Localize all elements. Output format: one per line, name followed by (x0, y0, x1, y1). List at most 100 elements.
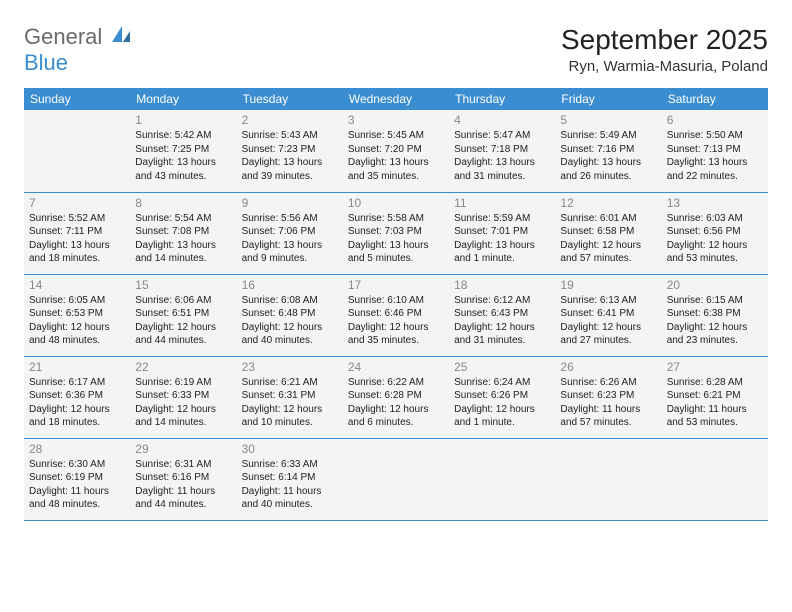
day-number: 16 (242, 278, 338, 292)
day-info: Sunrise: 6:10 AMSunset: 6:46 PMDaylight:… (348, 294, 444, 348)
day-number: 23 (242, 360, 338, 374)
calendar-body: 1 Sunrise: 5:42 AMSunset: 7:25 PMDaylight… (24, 110, 768, 520)
calendar-day-cell: 14Sunrise: 6:05 AMSunset: 6:53 PMDayligh… (24, 274, 130, 356)
day-info: Sunrise: 6:06 AMSunset: 6:51 PMDaylight:… (135, 294, 231, 348)
day-number: 17 (348, 278, 444, 292)
calendar-table: SundayMondayTuesdayWednesdayThursdayFrid… (24, 88, 768, 521)
calendar-week-row: 7Sunrise: 5:52 AMSunset: 7:11 PMDaylight… (24, 192, 768, 274)
day-info: Sunrise: 5:49 AMSunset: 7:16 PMDaylight:… (560, 129, 656, 183)
calendar-day-cell: 29Sunrise: 6:31 AMSunset: 6:16 PMDayligh… (130, 438, 236, 520)
day-info: Sunrise: 6:13 AMSunset: 6:41 PMDaylight:… (560, 294, 656, 348)
weekday-header: Monday (130, 88, 236, 110)
page-title: September 2025 (561, 24, 768, 56)
day-info: Sunrise: 5:54 AMSunset: 7:08 PMDaylight:… (135, 212, 231, 266)
day-info: Sunrise: 6:17 AMSunset: 6:36 PMDaylight:… (29, 376, 125, 430)
day-info: Sunrise: 5:56 AMSunset: 7:06 PMDaylight:… (242, 212, 338, 266)
calendar-day-cell: 16 Sunrise: 6:08 AMSunset: 6:48 PMDayligh… (237, 274, 343, 356)
day-info: Sunrise: 5:42 AMSunset: 7:25 PMDaylight:… (135, 129, 231, 183)
logo-sail-icon (110, 24, 132, 49)
calendar-day-cell: 6 Sunrise: 5:50 AMSunset: 7:13 PMDaylight… (662, 110, 768, 192)
day-info: Sunrise: 5:50 AMSunset: 7:13 PMDaylight:… (667, 129, 763, 183)
day-number: 15 (135, 278, 231, 292)
day-number: 26 (560, 360, 656, 374)
day-number: 20 (667, 278, 763, 292)
calendar-day-cell: 22 Sunrise: 6:19 AMSunset: 6:33 PMDayligh… (130, 356, 236, 438)
day-number: 18 (454, 278, 550, 292)
day-info: Sunrise: 5:43 AMSunset: 7:23 PMDaylight:… (242, 129, 338, 183)
calendar-empty-cell (449, 438, 555, 520)
calendar-week-row: 21 Sunrise: 6:17 AMSunset: 6:36 PMDayligh… (24, 356, 768, 438)
day-info: Sunrise: 6:28 AMSunset: 6:21 PMDaylight:… (667, 376, 763, 430)
calendar-day-cell: 24Sunrise: 6:22 AMSunset: 6:28 PMDayligh… (343, 356, 449, 438)
calendar-week-row: 28 Sunrise: 6:30 AMSunset: 6:19 PMDayligh… (24, 438, 768, 520)
day-number: 27 (667, 360, 763, 374)
title-block: September 2025 Ryn, Warmia-Masuria, Pola… (561, 24, 768, 75)
calendar-day-cell: 10 Sunrise: 5:58 AMSunset: 7:03 PMDayligh… (343, 192, 449, 274)
day-number: 14 (29, 278, 125, 292)
calendar-day-cell: 23 Sunrise: 6:21 AMSunset: 6:31 PMDayligh… (237, 356, 343, 438)
location: Ryn, Warmia-Masuria, Poland (561, 58, 768, 75)
day-info: Sunrise: 6:33 AMSunset: 6:14 PMDaylight:… (242, 458, 338, 512)
day-number: 1 (135, 113, 231, 127)
day-number: 9 (242, 196, 338, 210)
calendar-day-cell: 12 Sunrise: 6:01 AMSunset: 6:58 PMDayligh… (555, 192, 661, 274)
calendar-day-cell: 2Sunrise: 5:43 AMSunset: 7:23 PMDaylight… (237, 110, 343, 192)
day-number: 5 (560, 113, 656, 127)
calendar-empty-cell (662, 438, 768, 520)
day-info: Sunrise: 6:21 AMSunset: 6:31 PMDaylight:… (242, 376, 338, 430)
calendar-empty-cell (24, 110, 130, 192)
day-info: Sunrise: 6:12 AMSunset: 6:43 PMDaylight:… (454, 294, 550, 348)
day-info: Sunrise: 5:58 AMSunset: 7:03 PMDaylight:… (348, 212, 444, 266)
day-number: 29 (135, 442, 231, 456)
calendar-day-cell: 3 Sunrise: 5:45 AMSunset: 7:20 PMDaylight… (343, 110, 449, 192)
logo: General Blue (24, 24, 132, 76)
logo-text-general: General (24, 24, 102, 49)
weekday-header: Saturday (662, 88, 768, 110)
day-info: Sunrise: 5:47 AMSunset: 7:18 PMDaylight:… (454, 129, 550, 183)
calendar-day-cell: 18 Sunrise: 6:12 AMSunset: 6:43 PMDayligh… (449, 274, 555, 356)
calendar-day-cell: 28 Sunrise: 6:30 AMSunset: 6:19 PMDayligh… (24, 438, 130, 520)
day-info: Sunrise: 6:19 AMSunset: 6:33 PMDaylight:… (135, 376, 231, 430)
day-number: 21 (29, 360, 125, 374)
day-info: Sunrise: 6:26 AMSunset: 6:23 PMDaylight:… (560, 376, 656, 430)
day-info: Sunrise: 6:24 AMSunset: 6:26 PMDaylight:… (454, 376, 550, 430)
day-number: 6 (667, 113, 763, 127)
day-info: Sunrise: 6:01 AMSunset: 6:58 PMDaylight:… (560, 212, 656, 266)
calendar-day-cell: 19 Sunrise: 6:13 AMSunset: 6:41 PMDayligh… (555, 274, 661, 356)
weekday-header-row: SundayMondayTuesdayWednesdayThursdayFrid… (24, 88, 768, 110)
day-info: Sunrise: 6:30 AMSunset: 6:19 PMDaylight:… (29, 458, 125, 512)
day-number: 22 (135, 360, 231, 374)
calendar-week-row: 1 Sunrise: 5:42 AMSunset: 7:25 PMDaylight… (24, 110, 768, 192)
calendar-day-cell: 21 Sunrise: 6:17 AMSunset: 6:36 PMDayligh… (24, 356, 130, 438)
calendar-day-cell: 27 Sunrise: 6:28 AMSunset: 6:21 PMDayligh… (662, 356, 768, 438)
day-number: 3 (348, 113, 444, 127)
header: General Blue September 2025 Ryn, Warmia-… (24, 24, 768, 76)
day-number: 28 (29, 442, 125, 456)
weekday-header: Thursday (449, 88, 555, 110)
day-info: Sunrise: 6:15 AMSunset: 6:38 PMDaylight:… (667, 294, 763, 348)
day-info: Sunrise: 5:52 AMSunset: 7:11 PMDaylight:… (29, 212, 125, 266)
calendar-day-cell: 11Sunrise: 5:59 AMSunset: 7:01 PMDayligh… (449, 192, 555, 274)
day-info: Sunrise: 5:45 AMSunset: 7:20 PMDaylight:… (348, 129, 444, 183)
calendar-day-cell: 20 Sunrise: 6:15 AMSunset: 6:38 PMDayligh… (662, 274, 768, 356)
day-number: 30 (242, 442, 338, 456)
calendar-day-cell: 15 Sunrise: 6:06 AMSunset: 6:51 PMDayligh… (130, 274, 236, 356)
day-number: 12 (560, 196, 656, 210)
day-number: 10 (348, 196, 444, 210)
calendar-day-cell: 25Sunrise: 6:24 AMSunset: 6:26 PMDayligh… (449, 356, 555, 438)
day-number: 11 (454, 196, 550, 210)
calendar-day-cell: 5 Sunrise: 5:49 AMSunset: 7:16 PMDaylight… (555, 110, 661, 192)
weekday-header: Wednesday (343, 88, 449, 110)
day-number: 13 (667, 196, 763, 210)
day-info: Sunrise: 6:08 AMSunset: 6:48 PMDaylight:… (242, 294, 338, 348)
calendar-day-cell: 4 Sunrise: 5:47 AMSunset: 7:18 PMDaylight… (449, 110, 555, 192)
calendar-day-cell: 30 Sunrise: 6:33 AMSunset: 6:14 PMDayligh… (237, 438, 343, 520)
weekday-header: Sunday (24, 88, 130, 110)
calendar-day-cell: 9 Sunrise: 5:56 AMSunset: 7:06 PMDaylight… (237, 192, 343, 274)
day-number: 8 (135, 196, 231, 210)
day-number: 19 (560, 278, 656, 292)
calendar-day-cell: 1 Sunrise: 5:42 AMSunset: 7:25 PMDaylight… (130, 110, 236, 192)
weekday-header: Friday (555, 88, 661, 110)
day-number: 4 (454, 113, 550, 127)
calendar-empty-cell (555, 438, 661, 520)
